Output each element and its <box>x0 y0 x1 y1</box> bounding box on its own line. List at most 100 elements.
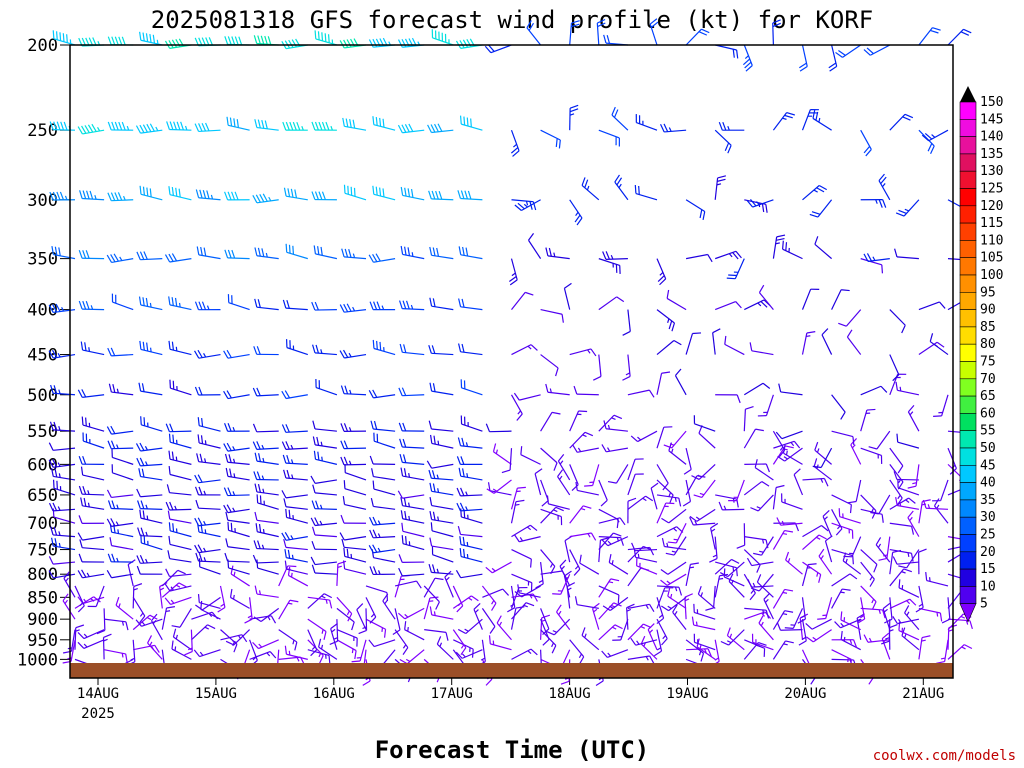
colorbar-swatch <box>959 482 977 501</box>
wind-barb <box>486 479 512 494</box>
wind-barb <box>249 615 277 624</box>
wind-barb <box>196 246 221 260</box>
wind-barb <box>710 522 719 550</box>
wind-barb <box>511 549 532 568</box>
wind-barb <box>540 618 550 646</box>
wind-barb <box>889 548 914 562</box>
wind-barb <box>564 535 573 563</box>
wind-barb <box>661 538 687 551</box>
wind-barb <box>831 522 854 539</box>
wind-barb <box>477 639 486 667</box>
wind-barb <box>282 454 308 465</box>
wind-barb <box>754 459 774 481</box>
wind-barb <box>598 508 619 529</box>
wind-barb <box>194 517 221 527</box>
y-tick-label: 900 <box>27 610 58 630</box>
wind-barb <box>340 456 367 466</box>
wind-barb <box>460 415 483 432</box>
wind-barb <box>627 473 644 496</box>
wind-barb <box>775 430 803 440</box>
x-tick-label: 21AUG <box>902 686 944 702</box>
wind-barb <box>481 608 496 634</box>
wind-barb <box>164 583 192 592</box>
wind-barb <box>831 573 858 587</box>
wind-barb <box>831 509 843 536</box>
wind-barb <box>310 517 337 527</box>
wind-barb <box>452 595 479 609</box>
wind-barb <box>106 489 134 499</box>
colorbar-label: 60 <box>980 406 996 421</box>
wind-barb <box>557 469 571 496</box>
wind-barb <box>828 44 838 72</box>
wind-barb <box>458 298 483 311</box>
wind-barb <box>860 447 883 464</box>
wind-barb <box>78 485 105 496</box>
y-tick-label: 600 <box>27 455 58 475</box>
wind-barb <box>860 258 884 274</box>
wind-barb <box>666 289 687 311</box>
wind-barb <box>312 484 337 496</box>
wind-barb <box>136 565 163 575</box>
wind-barb <box>107 121 134 131</box>
wind-barb <box>933 498 949 524</box>
wind-barb <box>501 448 513 474</box>
wind-barb <box>51 246 76 260</box>
wind-barb <box>254 511 279 524</box>
wind-barb <box>398 422 425 432</box>
wind-barb <box>744 607 770 619</box>
wind-barb <box>459 548 483 563</box>
wind-barb <box>574 596 599 609</box>
wind-barb <box>106 253 134 264</box>
wind-barb <box>226 116 250 131</box>
wind-barb <box>601 444 629 453</box>
wind-barb <box>307 596 333 609</box>
wind-barb <box>399 438 425 449</box>
wind-barb <box>481 585 497 611</box>
wind-barb <box>397 37 425 48</box>
wind-barb <box>382 593 396 620</box>
wind-barb <box>48 556 76 565</box>
wind-barb <box>225 538 250 551</box>
wind-barb <box>339 303 367 313</box>
colorbar-swatch <box>959 309 977 328</box>
wind-barb <box>714 300 742 311</box>
wind-barb <box>487 482 512 496</box>
wind-barb <box>168 535 192 551</box>
colorbar-swatch <box>959 534 977 553</box>
wind-barb <box>889 309 906 334</box>
y-tick-label: 350 <box>27 250 58 270</box>
wind-barb <box>111 448 134 465</box>
colorbar-swatch <box>959 274 977 293</box>
credit-text: coolwx.com/models <box>873 748 1016 764</box>
wind-barb <box>164 38 192 49</box>
wind-barb <box>310 475 337 484</box>
colorbar-top-arrow <box>960 86 976 102</box>
wind-barb <box>196 453 221 465</box>
wind-barb <box>52 508 76 524</box>
wind-barb <box>312 344 337 356</box>
wind-barb <box>870 494 891 515</box>
wind-barb <box>127 559 136 587</box>
wind-barb <box>307 649 331 664</box>
wind-barb <box>452 629 467 656</box>
wind-barb <box>622 309 631 336</box>
colorbar-swatch <box>959 568 977 587</box>
wind-barb <box>805 618 832 630</box>
wind-barb <box>428 563 454 575</box>
colorbar-swatch <box>959 378 977 397</box>
colorbar-label: 40 <box>980 476 996 491</box>
wind-barb <box>831 430 855 446</box>
wind-barb <box>252 193 279 204</box>
wind-barb <box>569 464 579 491</box>
wind-barb <box>650 482 659 510</box>
colorbar-label: 95 <box>980 285 996 300</box>
wind-barb <box>569 639 585 665</box>
wind-barb <box>511 648 538 660</box>
wind-barb <box>540 309 564 323</box>
wind-barb <box>429 511 454 524</box>
wind-barb <box>850 438 862 465</box>
wind-barb <box>744 639 766 657</box>
wind-barb <box>598 532 622 550</box>
colorbar-label: 100 <box>980 268 1003 283</box>
wind-barb <box>860 585 877 610</box>
